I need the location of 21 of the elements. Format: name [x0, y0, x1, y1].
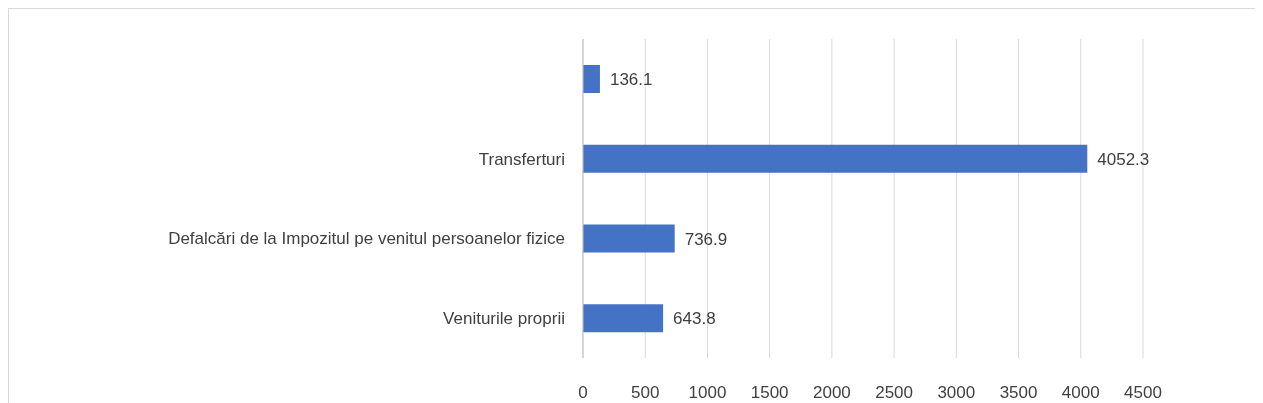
x-tick-label: 1500 [750, 383, 789, 403]
data-label: 136.1 [609, 70, 653, 90]
y-tick-label: Defalcări de la Impozitul pe venitul persoanelor fizice [168, 229, 565, 249]
bar [583, 65, 600, 93]
x-tick-label: 3000 [937, 383, 976, 403]
y-tick-label: Transferturi [478, 149, 565, 169]
y-tick-label: Veniturile proprii [443, 309, 565, 329]
data-label: 643.8 [673, 309, 716, 329]
x-tick-label: 4000 [1061, 383, 1100, 403]
bar [583, 304, 664, 333]
data-label: 4052.3 [1097, 149, 1150, 169]
bar [583, 144, 1088, 173]
x-tick-label: 0 [578, 383, 588, 403]
x-tick-label: 2500 [875, 383, 914, 403]
data-label: 736.9 [684, 229, 728, 249]
x-tick-label: 1000 [688, 383, 727, 403]
x-tick-label: 2000 [812, 383, 851, 403]
x-tick-label: 4500 [1124, 383, 1162, 403]
x-tick-label: 3500 [999, 383, 1038, 403]
x-tick-label: 500 [631, 383, 660, 403]
bar [583, 224, 675, 253]
